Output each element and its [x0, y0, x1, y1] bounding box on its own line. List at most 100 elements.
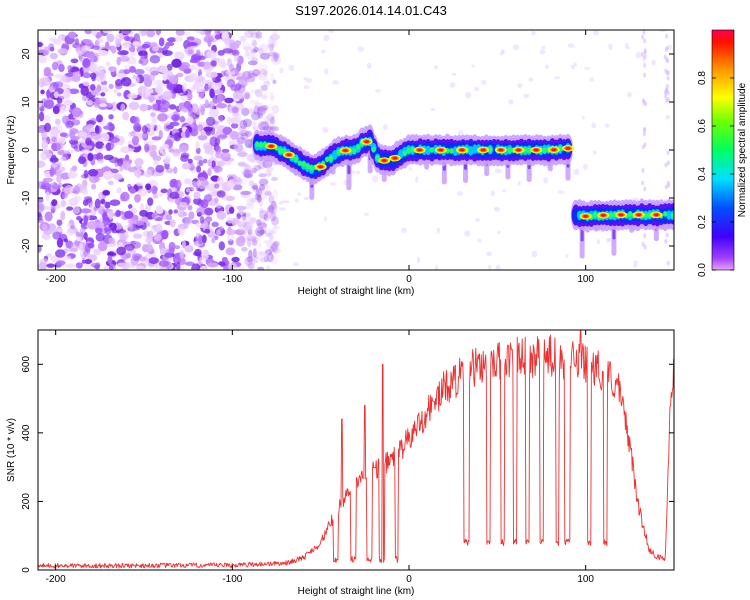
noise-blob	[161, 100, 171, 110]
noise-blob	[241, 178, 247, 186]
noise-blob	[159, 247, 166, 256]
noise-blob	[185, 187, 191, 193]
noise-blob	[103, 154, 114, 161]
noise-blob	[642, 30, 646, 35]
noise-blob	[213, 165, 223, 173]
noise-blob	[82, 199, 89, 206]
noise-blob	[129, 220, 134, 230]
noise-blob	[197, 124, 204, 132]
noise-blob	[83, 196, 93, 201]
noise-blob	[169, 121, 180, 127]
noise-blob	[62, 89, 71, 100]
noise-blob	[134, 194, 141, 203]
noise-blob	[271, 242, 278, 253]
noise-blob	[40, 185, 47, 190]
noise-blob	[202, 61, 211, 70]
noise-blob	[79, 228, 86, 233]
noise-blob	[197, 134, 208, 141]
noise-blob	[240, 190, 252, 195]
noise-blob	[119, 55, 130, 62]
ridge-segment	[278, 147, 283, 154]
ridge-segment	[352, 148, 357, 155]
noise-blob	[528, 77, 534, 82]
noise-blob	[114, 79, 123, 87]
noise-blob	[259, 222, 268, 231]
noise-blob	[226, 116, 232, 125]
noise-blob	[113, 173, 123, 181]
noise-blob	[96, 221, 105, 229]
noise-blob	[158, 37, 165, 47]
noise-blob	[90, 83, 96, 91]
noise-blob	[50, 208, 56, 214]
noise-blob	[255, 250, 264, 260]
noise-blob	[269, 95, 275, 102]
colorbar: 0.0 0.2 0.4 0.6 0.8 Normalized spectral ampl…	[697, 29, 748, 277]
noise-blob	[263, 115, 270, 124]
noise-blob	[102, 216, 110, 222]
ridge-segment	[375, 154, 380, 161]
noise-blob	[665, 114, 671, 120]
noise-blob	[150, 112, 156, 118]
noise-blob	[251, 57, 259, 66]
noise-blob	[251, 185, 259, 190]
noise-blob	[168, 104, 177, 110]
noise-blob	[221, 152, 231, 162]
noise-blob	[269, 38, 278, 47]
snr-x-axis: -200 -100 0 100	[46, 330, 594, 585]
noise-blob	[321, 49, 326, 54]
noise-blob	[659, 30, 667, 33]
noise-blob	[208, 100, 215, 110]
colorbar-tick-label: 0.8	[697, 71, 708, 85]
ridge-segment	[309, 165, 314, 171]
noise-blob	[171, 58, 182, 68]
noise-blob	[100, 92, 106, 97]
noise-blob	[180, 95, 189, 101]
noise-blob	[101, 84, 108, 90]
noise-blob	[243, 221, 253, 232]
noise-blob	[243, 212, 251, 218]
noise-blob	[592, 150, 597, 155]
noise-blob	[148, 257, 159, 265]
noise-blob	[117, 158, 124, 167]
noise-blob	[216, 102, 228, 109]
noise-blob	[143, 244, 154, 253]
noise-blob	[257, 112, 264, 119]
noise-blob	[179, 249, 185, 260]
noise-blob	[254, 125, 259, 131]
noise-blob	[238, 216, 247, 225]
noise-blob	[240, 190, 251, 199]
noise-blob	[90, 62, 98, 73]
noise-blob	[155, 85, 164, 94]
noise-blob	[477, 238, 483, 243]
noise-blob	[96, 38, 104, 44]
noise-blob	[62, 193, 68, 199]
noise-blob	[269, 234, 274, 240]
noise-blob	[217, 58, 226, 66]
ridge-hotspot	[268, 144, 274, 148]
noise-blob	[49, 167, 55, 177]
noise-blob	[436, 227, 440, 234]
noise-blob	[85, 262, 92, 270]
noise-blob	[128, 101, 140, 111]
noise-blob	[517, 82, 523, 89]
noise-blob	[264, 249, 272, 256]
ridge-hotspot	[343, 149, 348, 152]
noise-blob	[241, 42, 252, 50]
noise-blob	[38, 214, 43, 221]
noise-blob	[151, 116, 157, 124]
noise-blob	[176, 72, 184, 78]
noise-blob	[573, 168, 580, 176]
noise-blob	[244, 256, 253, 267]
noise-blob	[267, 37, 276, 47]
ridge-hotspot	[583, 214, 589, 218]
noise-blob	[179, 61, 191, 70]
noise-blob	[228, 206, 235, 214]
noise-blob	[258, 190, 268, 201]
ridge-segment	[429, 147, 435, 153]
noise-blob	[449, 82, 456, 88]
noise-blob	[247, 51, 255, 60]
noise-blob	[583, 163, 589, 171]
noise-blob	[251, 239, 258, 247]
noise-blob	[51, 61, 59, 71]
noise-blob	[67, 31, 77, 39]
